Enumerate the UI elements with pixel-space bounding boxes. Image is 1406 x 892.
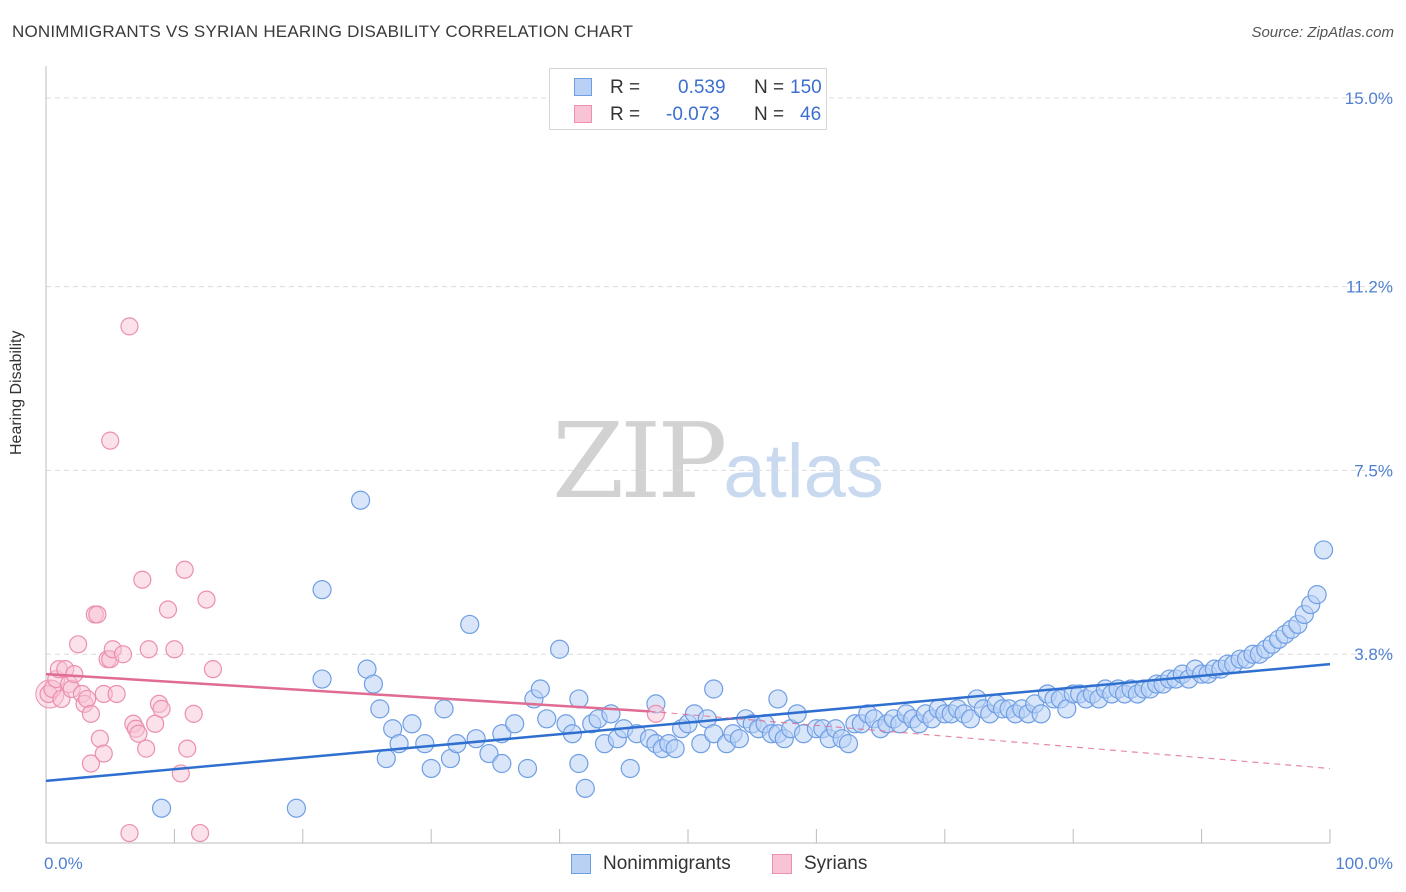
- point-syrians: [184, 704, 203, 723]
- point-nonimmigrants: [479, 743, 499, 764]
- y-tick-label: 15.0%: [1345, 89, 1393, 108]
- point-nonimmigrants: [421, 758, 441, 779]
- y-tick-label: 11.2%: [1346, 278, 1393, 297]
- point-nonimmigrants: [505, 714, 525, 734]
- legend-r-label: R =: [610, 77, 641, 98]
- y-tick-label: 3.8%: [1354, 645, 1393, 664]
- watermark-zip: ZIP: [552, 400, 727, 522]
- watermark-atlas: atlas: [723, 429, 884, 514]
- x-tick-label-min: 0.0%: [44, 854, 83, 873]
- point-syrians: [88, 605, 107, 624]
- bottom-legend-swatch-nonimmigrants: [571, 854, 591, 874]
- point-nonimmigrants: [370, 699, 390, 719]
- point-syrians: [165, 640, 184, 659]
- legend-n-value: 150: [790, 77, 822, 98]
- legend-n-label: N =: [754, 104, 785, 125]
- point-nonimmigrants: [492, 753, 512, 774]
- point-syrians: [65, 665, 84, 684]
- point-nonimmigrants: [620, 758, 640, 779]
- point-syrians: [190, 823, 210, 843]
- point-syrians: [94, 744, 113, 763]
- point-nonimmigrants: [838, 734, 859, 754]
- legend-n-value: 46: [800, 104, 822, 125]
- point-syrians: [113, 645, 133, 664]
- point-nonimmigrants: [704, 724, 724, 744]
- point-syrians: [81, 754, 101, 773]
- bottom-legend-label-nonimmigrants: Nonimmigrants: [603, 853, 731, 874]
- point-syrians: [68, 635, 88, 654]
- point-syrians: [81, 704, 101, 723]
- y-tick-label: 7.5%: [1354, 461, 1393, 480]
- x-tick-labels: 0.0% 100.0%: [44, 854, 1393, 873]
- point-syrians: [203, 660, 223, 679]
- point-syrians: [158, 600, 178, 619]
- trend-lines: [45, 662, 1331, 783]
- point-syrians: [120, 823, 139, 843]
- trend-line-syrians-extrapolated: [649, 710, 1331, 770]
- legend-n-label: N =: [754, 77, 785, 98]
- point-nonimmigrants: [434, 699, 454, 719]
- point-nonimmigrants: [363, 674, 384, 694]
- point-nonimmigrants: [312, 669, 332, 689]
- trend-line-syrians: [45, 672, 650, 713]
- point-syrians: [129, 724, 148, 743]
- point-nonimmigrants: [312, 580, 332, 600]
- x-tick-label-max: 100.0%: [1335, 854, 1393, 873]
- point-syrians: [152, 699, 171, 718]
- point-nonimmigrants: [768, 689, 788, 709]
- bottom-legend-swatch-syrians: [772, 854, 792, 874]
- point-nonimmigrants: [960, 709, 981, 729]
- point-nonimmigrants: [376, 748, 396, 769]
- point-nonimmigrants: [569, 753, 589, 774]
- point-nonimmigrants: [517, 758, 538, 779]
- series-syrians: [35, 317, 666, 843]
- point-nonimmigrants: [350, 490, 371, 510]
- bottom-legend-label-syrians: Syrians: [804, 853, 868, 874]
- legend-r-value: 0.539: [678, 77, 726, 98]
- point-nonimmigrants: [466, 729, 486, 749]
- point-syrians: [77, 689, 97, 709]
- point-syrians: [175, 560, 194, 579]
- point-nonimmigrants: [151, 798, 172, 818]
- point-nonimmigrants: [530, 679, 550, 699]
- point-syrians: [90, 729, 110, 748]
- correlation-legend: R = 0.539 N = 150 R = -0.073 N = 46: [549, 68, 827, 130]
- point-syrians: [101, 431, 120, 450]
- point-nonimmigrants: [704, 679, 724, 699]
- point-syrians: [120, 317, 139, 336]
- source-label: Source: ZipAtlas.com: [1251, 24, 1394, 41]
- trend-line-nonimmigrants: [45, 662, 1331, 783]
- point-nonimmigrants: [1307, 585, 1327, 605]
- point-syrians: [646, 704, 666, 723]
- point-nonimmigrants: [665, 739, 685, 759]
- point-syrians: [137, 739, 156, 758]
- chart-title: NONIMMIGRANTS VS SYRIAN HEARING DISABILI…: [12, 22, 634, 41]
- legend-swatch-nonimmigrants: [574, 78, 592, 96]
- point-nonimmigrants: [415, 734, 435, 754]
- point-nonimmigrants: [549, 639, 570, 659]
- point-nonimmigrants: [729, 729, 749, 749]
- point-syrians: [178, 739, 197, 758]
- point-syrians: [133, 570, 152, 589]
- point-nonimmigrants: [691, 734, 711, 754]
- point-nonimmigrants: [569, 689, 589, 709]
- y-tick-labels: 3.8% 7.5% 11.2% 15.0%: [1345, 89, 1393, 664]
- point-nonimmigrants: [1313, 540, 1334, 560]
- grid-lines: [46, 97, 1392, 655]
- point-nonimmigrants: [286, 798, 306, 818]
- legend-swatch-syrians: [574, 105, 592, 123]
- point-nonimmigrants: [402, 714, 422, 734]
- legend-r-label: R =: [610, 104, 641, 125]
- point-nonimmigrants: [575, 778, 595, 798]
- watermark: ZIPatlas: [552, 400, 884, 522]
- axes: [45, 66, 1331, 844]
- point-nonimmigrants: [1031, 704, 1051, 724]
- legend-r-value: -0.073: [666, 104, 720, 125]
- point-nonimmigrants: [537, 709, 557, 729]
- point-syrians: [139, 640, 158, 659]
- point-syrians: [107, 684, 126, 704]
- point-syrians: [197, 590, 216, 609]
- point-nonimmigrants: [460, 614, 480, 635]
